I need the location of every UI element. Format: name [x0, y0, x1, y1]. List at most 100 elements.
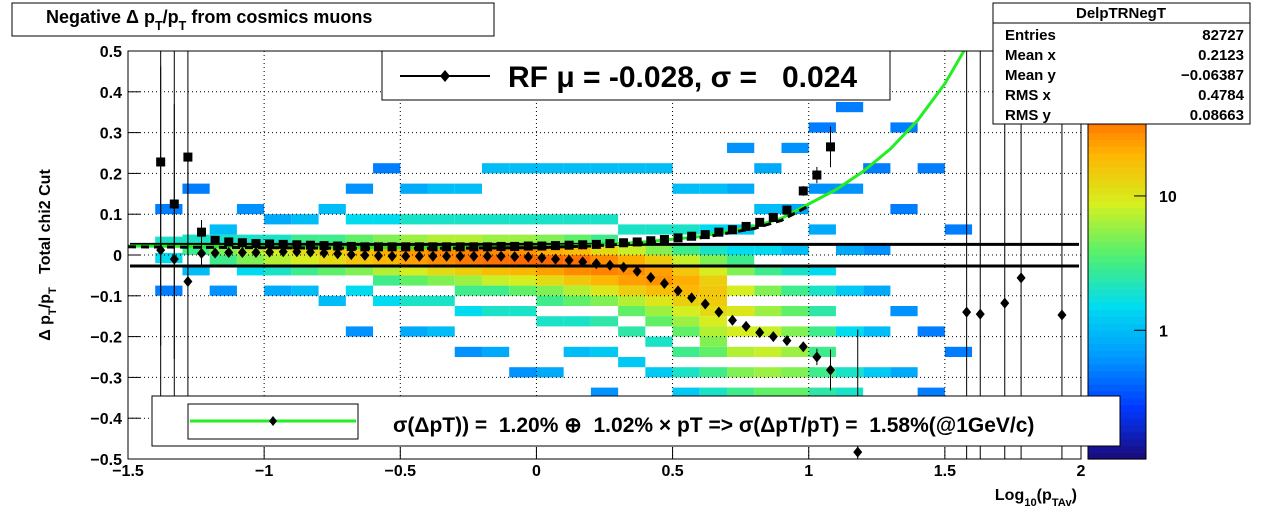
colorbar-band [1088, 187, 1146, 195]
heatmap-cell [481, 234, 510, 245]
heatmap-cell [536, 255, 564, 266]
heatmap-cell [264, 244, 292, 255]
heatmap-cell [209, 234, 237, 245]
heatmap-cell [754, 306, 782, 317]
data-point [768, 212, 778, 222]
data-point [374, 242, 384, 252]
heatmap-cell [400, 214, 428, 225]
data-point [825, 364, 835, 376]
heatmap-cell [645, 265, 673, 276]
heatmap-cell [427, 234, 455, 245]
heatmap-cell [318, 234, 346, 245]
heatmap-cell [536, 163, 564, 174]
y-tick-label: 0.4 [100, 85, 122, 102]
heatmap-cell [481, 163, 510, 174]
heatmap-cell [781, 285, 809, 296]
data-point [510, 241, 520, 251]
heatmap-cell [672, 387, 700, 398]
heatmap-cell [727, 346, 755, 357]
colorbar-band [1088, 357, 1146, 365]
colorbar-band [1088, 316, 1146, 324]
heatmap-cell [781, 346, 809, 357]
heatmap [155, 81, 973, 439]
heatmap-cell [672, 285, 700, 296]
stats-label: Entries [1005, 27, 1056, 44]
heatmap-cell [590, 275, 619, 286]
heatmap-cell [781, 244, 809, 255]
colorbar-band [1088, 255, 1146, 263]
heatmap-cell [345, 183, 374, 194]
legend-marker [440, 70, 450, 82]
heatmap-cell [400, 244, 428, 255]
data-point [210, 247, 220, 259]
stats-value: 0.4784 [1198, 87, 1245, 104]
heatmap-cell [509, 275, 537, 286]
heatmap-cell [427, 255, 455, 266]
heatmap-cell [400, 265, 428, 276]
heatmap-cell [754, 285, 782, 296]
heatmap-cell [563, 275, 591, 286]
heatmap-cell [400, 234, 428, 245]
data-point [537, 241, 547, 251]
heatmap-cell [808, 183, 836, 194]
x-tick-label: 2 [1077, 463, 1086, 480]
z-tick-label: 10 [1159, 189, 1177, 206]
colorbar-band [1088, 241, 1146, 249]
data-point [1016, 272, 1026, 284]
colorbar-band [1088, 363, 1146, 372]
data-point [442, 250, 452, 262]
stats-value: 0.2123 [1198, 47, 1244, 64]
data-point [646, 271, 656, 283]
heatmap-cell [509, 234, 537, 245]
colorbar-band [1088, 377, 1146, 385]
heatmap-cell [400, 255, 428, 266]
heatmap-cell [672, 224, 700, 235]
heatmap-cell [944, 224, 973, 235]
data-point [755, 217, 765, 227]
colorbar-band [1088, 452, 1146, 460]
heatmap-cell [808, 346, 836, 357]
heatmap-cell [509, 163, 537, 174]
heatmap-cell [345, 326, 374, 337]
colorbar-band [1088, 261, 1146, 270]
heatmap-cell [536, 234, 564, 245]
heatmap-cell [509, 306, 537, 317]
heatmap-cell [264, 285, 292, 296]
heatmap-cell [236, 204, 265, 215]
heatmap-cell [754, 346, 782, 357]
heatmap-cell [509, 244, 537, 255]
heatmap-cell [781, 387, 809, 398]
heatmap-cell [454, 244, 482, 255]
heatmap-cell [236, 234, 265, 245]
heatmap-cell [536, 214, 564, 225]
heatmap-cell [917, 163, 945, 174]
heatmap-cell [590, 255, 619, 266]
colorbar-band [1088, 282, 1146, 290]
data-point [401, 250, 411, 262]
heatmap-cell [481, 275, 510, 286]
heatmap-cell [699, 265, 728, 276]
heatmap-cell [808, 122, 836, 133]
heatmap-cell [727, 183, 755, 194]
heatmap-cell [618, 306, 646, 317]
heatmap-cell [808, 285, 836, 296]
data-point [537, 252, 547, 264]
heatmap-cell [590, 214, 619, 225]
heatmap-cell [454, 255, 482, 266]
heatmap-cell [917, 387, 945, 398]
y-tick-label: 0.1 [100, 207, 122, 224]
heatmap-cell [754, 326, 782, 337]
heatmap-cell [618, 326, 646, 337]
heatmap-cell [291, 265, 319, 276]
heatmap-cell [699, 367, 728, 378]
heatmap-cell [291, 255, 319, 266]
heatmap-cell [318, 295, 346, 306]
data-point [727, 314, 737, 326]
heatmap-cell [727, 255, 755, 266]
stats-label: Mean x [1005, 47, 1057, 64]
data-point [319, 241, 329, 251]
data-point [619, 261, 629, 273]
heatmap-cell [699, 183, 728, 194]
heatmap-cell [373, 255, 401, 266]
